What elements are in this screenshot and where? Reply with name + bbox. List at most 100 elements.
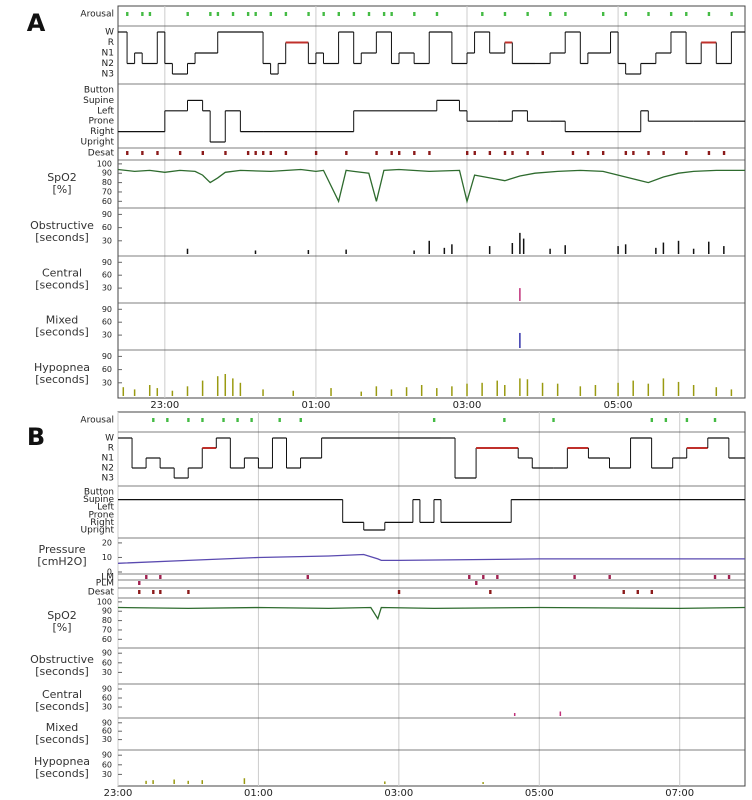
event-mark <box>216 12 220 16</box>
y-tick-label: 90 <box>102 607 112 616</box>
event-mark <box>549 12 552 16</box>
event-mark <box>564 12 567 16</box>
event-mark <box>624 12 628 16</box>
event-mark <box>314 151 318 155</box>
row-label: Arousal <box>80 416 114 426</box>
signal-line <box>117 168 745 204</box>
category-label: Upright <box>81 138 115 148</box>
event-mark <box>246 12 250 16</box>
category-label: W <box>105 28 114 38</box>
event-mark <box>662 151 665 155</box>
category-label: N2 <box>102 464 114 474</box>
event-mark <box>475 581 478 585</box>
category-label: Button <box>84 488 114 498</box>
event-mark <box>413 151 416 155</box>
y-tick-label: 10 <box>102 553 112 562</box>
row-label: Hypopnea <box>34 361 90 374</box>
x-tick-label: 07:00 <box>665 788 694 799</box>
signal-line <box>117 553 745 564</box>
event-mark <box>685 151 688 155</box>
event-mark <box>435 12 439 16</box>
event-mark <box>284 151 288 155</box>
event-mark <box>269 151 272 155</box>
row-label: [seconds] <box>35 373 89 386</box>
y-tick-label: 60 <box>102 727 112 736</box>
event-mark <box>647 151 650 155</box>
y-tick-label: 90 <box>102 305 112 314</box>
row-label: Desat <box>88 588 115 598</box>
event-mark <box>138 590 141 594</box>
event-mark <box>126 12 129 16</box>
row-label: Obstructive <box>30 653 94 666</box>
event-mark <box>322 12 325 16</box>
category-label: Button <box>84 86 114 96</box>
event-mark <box>713 418 717 422</box>
y-tick-label: 30 <box>102 236 112 245</box>
panel-letter: A <box>27 9 46 37</box>
event-mark <box>159 575 162 579</box>
event-mark <box>145 575 148 579</box>
x-tick-label: 01:00 <box>302 400 331 411</box>
event-mark <box>571 151 575 155</box>
event-mark <box>254 12 257 16</box>
row-label: PLM <box>96 579 114 589</box>
x-tick-label: 03:00 <box>453 400 482 411</box>
category-label: Upright <box>81 526 115 536</box>
y-tick-label: 30 <box>102 770 112 779</box>
event-mark <box>608 575 611 579</box>
event-mark <box>367 12 371 16</box>
category-label: R <box>108 38 114 48</box>
event-mark <box>722 151 726 155</box>
y-tick-label: 20 <box>102 538 112 547</box>
x-tick-label: 23:00 <box>150 400 179 411</box>
event-mark <box>432 418 436 422</box>
event-mark <box>511 151 514 155</box>
event-mark <box>601 151 605 155</box>
category-label: Supine <box>83 495 114 505</box>
event-mark <box>664 418 668 422</box>
x-tick-label: 23:00 <box>104 788 133 799</box>
y-tick-label: 0 <box>107 568 112 577</box>
event-mark <box>284 12 288 16</box>
y-tick-label: 90 <box>102 718 112 727</box>
event-mark <box>489 590 492 594</box>
event-mark <box>727 575 731 579</box>
event-mark <box>541 151 544 155</box>
event-mark <box>152 418 155 422</box>
category-label: Prone <box>88 117 114 127</box>
row-label: Central <box>42 688 82 701</box>
row-label: Mixed <box>46 314 78 327</box>
row-label: [seconds] <box>35 733 89 746</box>
event-mark <box>503 418 506 422</box>
category-label: Right <box>90 518 114 528</box>
x-tick-label: 01:00 <box>244 788 273 799</box>
event-mark <box>269 12 272 16</box>
x-tick-label: 05:00 <box>604 400 633 411</box>
y-tick-label: 30 <box>102 284 112 293</box>
category-label: Supine <box>83 96 114 106</box>
y-tick-label: 60 <box>102 271 112 280</box>
x-tick-label: 05:00 <box>525 788 554 799</box>
y-tick-label: 70 <box>102 625 112 634</box>
event-mark <box>306 575 309 579</box>
event-mark <box>636 590 639 594</box>
row-label: [%] <box>52 183 71 196</box>
y-tick-label: 100 <box>97 597 112 606</box>
event-mark <box>299 418 302 422</box>
panel-frame <box>117 411 746 787</box>
event-mark <box>201 151 205 155</box>
event-mark <box>398 151 401 155</box>
event-mark <box>254 151 257 155</box>
row-label: Mixed <box>46 721 78 734</box>
event-mark <box>166 418 169 422</box>
event-mark <box>209 12 212 16</box>
event-mark <box>413 12 416 16</box>
row-label: [seconds] <box>35 665 89 678</box>
y-tick-label: 90 <box>102 649 112 658</box>
event-mark <box>632 151 635 155</box>
event-mark <box>707 12 711 16</box>
y-tick-label: 70 <box>102 187 112 196</box>
event-mark <box>488 151 492 155</box>
event-mark <box>466 151 469 155</box>
